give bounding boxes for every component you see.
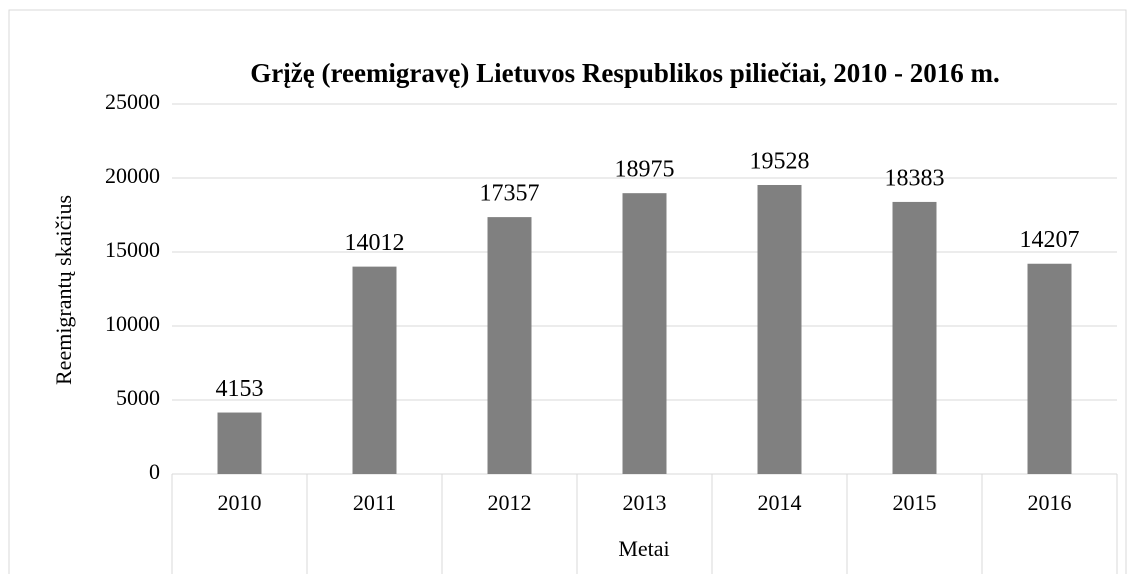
x-tick-label: 2011 [353,490,396,515]
y-tick-label: 20000 [105,163,160,188]
y-tick-label: 15000 [105,237,160,262]
x-tick-label: 2013 [623,490,667,515]
bar [757,184,802,474]
data-label: 18383 [885,165,945,191]
y-tick-label: 25000 [105,89,160,114]
data-label: 4153 [216,376,264,402]
bar [352,266,397,474]
data-label: 14012 [345,230,405,256]
y-axis-label: Reemigrantų skaičius [51,195,76,385]
data-label: 19528 [750,148,810,174]
x-tick-label: 2015 [893,490,937,515]
y-tick-label: 0 [149,459,160,484]
x-axis-label: Metai [618,536,669,561]
y-tick-label: 10000 [105,311,160,336]
bar [892,201,937,475]
bar [622,193,667,475]
y-tick-label: 5000 [116,385,160,410]
data-label: 14207 [1020,227,1080,253]
data-label: 17357 [480,181,540,207]
x-tick-label: 2010 [218,490,262,515]
x-tick-label: 2016 [1028,490,1072,515]
bar [217,412,262,474]
x-tick-label: 2014 [758,490,802,515]
chart-border [8,9,1127,574]
chart-title: Grįžę (reemigravę) Lietuvos Respublikos … [250,58,999,88]
data-label: 18975 [615,157,675,183]
x-tick-label: 2012 [488,490,532,515]
bar [487,217,532,474]
bar [1027,263,1072,474]
